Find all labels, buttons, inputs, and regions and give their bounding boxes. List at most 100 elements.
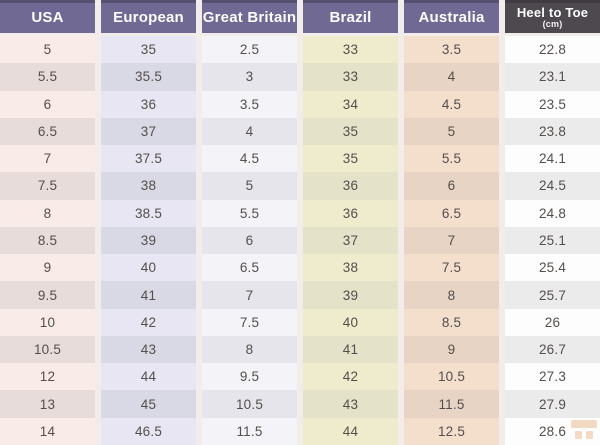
table-cell-brazil-row5: 35: [303, 145, 398, 173]
table-cell-usa-row4: 6.5: [0, 117, 95, 146]
table-cell-brazil-row7: 36: [303, 199, 398, 227]
table-cell-heel-to-toe-row5: 24.1: [505, 145, 600, 173]
table-cell-brazil-row8: 37: [303, 226, 398, 255]
table-cell-european-row4: 37: [101, 117, 196, 146]
header-cell-european: European: [101, 0, 196, 36]
store-icon-window: [586, 431, 593, 439]
table-cell-australia-row5: 5.5: [404, 145, 499, 173]
table-cell-usa-row8: 8.5: [0, 226, 95, 255]
table-cell-australia-row11: 8.5: [404, 308, 499, 336]
store-icon-window: [575, 431, 582, 439]
header-label-great-britain: Great Britain: [202, 9, 297, 27]
table-cell-australia-row8: 7: [404, 226, 499, 255]
table-cell-european-row2: 35.5: [101, 63, 196, 91]
table-cell-heel-to-toe-row12: 26.7: [505, 335, 600, 364]
table-cell-heel-to-toe-row8: 25.1: [505, 226, 600, 255]
table-cell-brazil-row2: 33: [303, 63, 398, 91]
table-cell-european-row11: 42: [101, 308, 196, 336]
table-cell-great-britain-row5: 4.5: [202, 145, 297, 173]
table-cell-usa-row3: 6: [0, 90, 95, 118]
table-cell-usa-row9: 9: [0, 254, 95, 282]
table-cell-great-britain-row6: 5: [202, 172, 297, 200]
table-cell-heel-to-toe-row13: 27.3: [505, 363, 600, 391]
table-cell-european-row9: 40: [101, 254, 196, 282]
table-cell-brazil-row14: 43: [303, 390, 398, 418]
table-cell-australia-row13: 10.5: [404, 363, 499, 391]
table-cell-usa-row10: 9.5: [0, 281, 95, 309]
store-icon: [571, 420, 597, 442]
table-cell-brazil-row15: 44: [303, 417, 398, 445]
table-cell-heel-to-toe-row14: 27.9: [505, 390, 600, 418]
table-cell-usa-row11: 10: [0, 308, 95, 336]
table-cell-australia-row9: 7.5: [404, 254, 499, 282]
table-cell-great-britain-row9: 6.5: [202, 254, 297, 282]
table-cell-australia-row1: 3.5: [404, 36, 499, 64]
table-cell-european-row14: 45: [101, 390, 196, 418]
table-cell-heel-to-toe-row10: 25.7: [505, 281, 600, 309]
table-cell-european-row1: 35: [101, 36, 196, 64]
table-cell-heel-to-toe-row11: 26: [505, 308, 600, 336]
table-cell-australia-row2: 4: [404, 63, 499, 91]
table-cell-usa-row6: 7.5: [0, 172, 95, 200]
table-cell-brazil-row11: 40: [303, 308, 398, 336]
table-cell-heel-to-toe-row4: 23.8: [505, 117, 600, 146]
table-cell-european-row15: 46.5: [101, 417, 196, 445]
header-label-brazil: Brazil: [329, 9, 372, 27]
header-label-usa: USA: [31, 9, 64, 27]
table-cell-european-row3: 36: [101, 90, 196, 118]
table-cell-usa-row13: 12: [0, 363, 95, 391]
table-cell-heel-to-toe-row7: 24.8: [505, 199, 600, 227]
table-cell-heel-to-toe-row6: 24.5: [505, 172, 600, 200]
table-cell-european-row10: 41: [101, 281, 196, 309]
table-cell-heel-to-toe-row15: 28.6: [505, 417, 600, 445]
table-cell-great-britain-row4: 4: [202, 117, 297, 146]
header-label-heel-to-toe: Heel to Toe: [516, 5, 589, 21]
table-cell-great-britain-row8: 6: [202, 226, 297, 255]
header-label-australia: Australia: [418, 9, 485, 27]
table-cell-european-row8: 39: [101, 226, 196, 255]
table-cell-usa-row14: 13: [0, 390, 95, 418]
table-cell-brazil-row10: 39: [303, 281, 398, 309]
table-cell-usa-row15: 14: [0, 417, 95, 445]
table-cell-australia-row4: 5: [404, 117, 499, 146]
table-cell-brazil-row4: 35: [303, 117, 398, 146]
table-cell-brazil-row12: 41: [303, 335, 398, 364]
table-cell-heel-to-toe-row3: 23.5: [505, 90, 600, 118]
table-cell-brazil-row1: 33: [303, 36, 398, 64]
header-cell-heel-to-toe: Heel to Toe (cm): [505, 0, 600, 36]
header-cell-australia: Australia: [404, 0, 499, 36]
table-cell-australia-row3: 4.5: [404, 90, 499, 118]
table-cell-australia-row15: 12.5: [404, 417, 499, 445]
table-cell-usa-row12: 10.5: [0, 335, 95, 364]
store-icon-awning: [571, 420, 597, 428]
table-cell-australia-row6: 6: [404, 172, 499, 200]
table-cell-heel-to-toe-row2: 23.1: [505, 63, 600, 91]
table-cell-usa-row5: 7: [0, 145, 95, 173]
table-cell-great-britain-row11: 7.5: [202, 308, 297, 336]
table-cell-heel-to-toe-row9: 25.4: [505, 254, 600, 282]
table-cell-great-britain-row7: 5.5: [202, 199, 297, 227]
table-cell-brazil-row6: 36: [303, 172, 398, 200]
table-cell-great-britain-row12: 8: [202, 335, 297, 364]
table-cell-australia-row7: 6.5: [404, 199, 499, 227]
table-cell-great-britain-row2: 3: [202, 63, 297, 91]
table-cell-brazil-row13: 42: [303, 363, 398, 391]
table-cell-brazil-row9: 38: [303, 254, 398, 282]
header-label-european: European: [113, 9, 184, 27]
table-cell-brazil-row3: 34: [303, 90, 398, 118]
header-sublabel-heel-to-toe: (cm): [542, 19, 563, 30]
table-cell-usa-row1: 5: [0, 36, 95, 64]
header-cell-great-britain: Great Britain: [202, 0, 297, 36]
table-cell-australia-row10: 8: [404, 281, 499, 309]
table-cell-european-row13: 44: [101, 363, 196, 391]
table-cell-heel-to-toe-row1: 22.8: [505, 36, 600, 64]
table-cell-usa-row2: 5.5: [0, 63, 95, 91]
header-cell-usa: USA: [0, 0, 95, 36]
table-cell-australia-row14: 11.5: [404, 390, 499, 418]
table-cell-great-britain-row3: 3.5: [202, 90, 297, 118]
store-icon-body: [571, 429, 597, 441]
table-cell-european-row5: 37.5: [101, 145, 196, 173]
table-cell-great-britain-row13: 9.5: [202, 363, 297, 391]
